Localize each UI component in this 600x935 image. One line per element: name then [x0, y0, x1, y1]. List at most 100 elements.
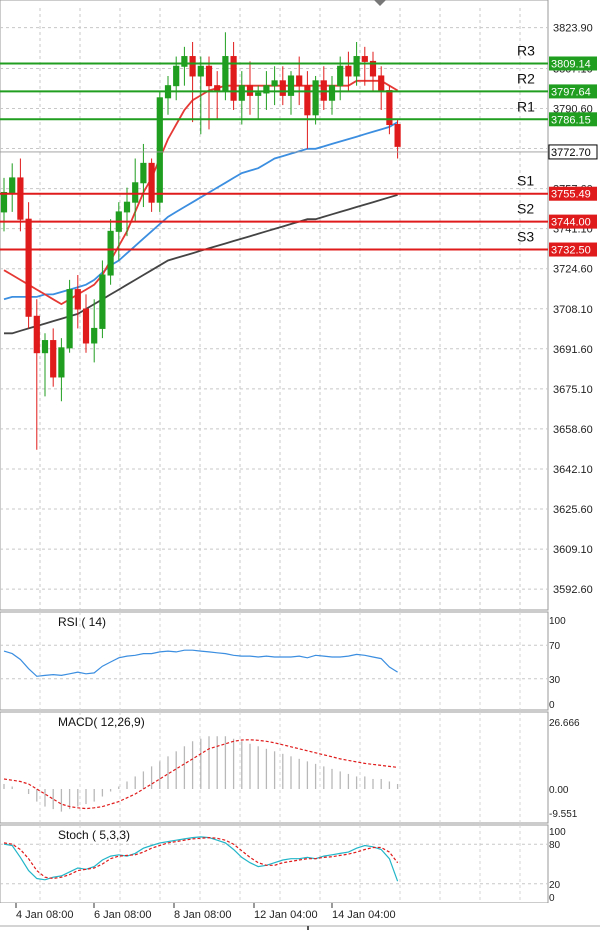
price-tick-label: 3609.10 [553, 544, 593, 556]
candle-body [214, 85, 221, 92]
stoch-tick-label: 20 [549, 880, 561, 891]
pivot-price-label-r3: 3809.14 [551, 58, 591, 70]
price-panel: 3823.903807.103790.603774.103757.603741.… [0, 0, 598, 611]
candle-body [353, 56, 360, 77]
candle-body [9, 177, 16, 193]
rsi-panel: RSI ( 14) 100 70 30 0 [0, 611, 566, 711]
candle-body [33, 315, 40, 354]
stoch-signal-line [3, 836, 399, 880]
candle-body [0, 191, 8, 213]
pivot-price-label-r1: 3786.15 [551, 114, 591, 126]
pivot-price-tag-r2 [549, 84, 597, 99]
candle-body [82, 308, 90, 344]
candle-body [181, 56, 188, 67]
pivot-name-r2: R2 [517, 70, 535, 86]
time-tick-label: 12 Jan 04:00 [254, 909, 318, 921]
macd-signal-line [3, 739, 398, 810]
candle-body [263, 85, 270, 94]
pivot-name-s1: S1 [517, 173, 534, 189]
candle-body [296, 75, 303, 87]
pivot-name-r1: R1 [517, 98, 535, 114]
rsi-tick-label: 30 [549, 675, 561, 686]
candle-body [41, 340, 49, 354]
price-tick-label: 3675.10 [553, 384, 593, 396]
candle-body [25, 218, 32, 317]
candle-body [66, 289, 73, 349]
candle-body [173, 65, 180, 87]
stoch-plot-area [0, 824, 549, 904]
pivot-name-r3: R3 [517, 42, 535, 58]
pivot-price-label-s3: 3732.50 [551, 245, 591, 257]
candle-body [312, 80, 319, 116]
pivot-price-label-r2: 3797.64 [551, 86, 591, 98]
pivot-price-label-s1: 3755.49 [551, 189, 591, 201]
macd-tick-label: 26.666 [549, 718, 580, 729]
candle-body [230, 56, 237, 101]
candle-body [17, 177, 24, 220]
pivot-price-tag-s2 [549, 214, 597, 229]
price-tick-label: 3592.60 [553, 584, 593, 596]
candle-body [255, 92, 262, 96]
price-tick-label: 3625.60 [553, 504, 593, 516]
rsi-title: RSI ( 14) [58, 615, 106, 629]
time-tick-label: 8 Jan 08:00 [174, 909, 232, 921]
candle-body [107, 230, 114, 276]
stoch-title: Stoch ( 5,3,3) [58, 828, 130, 842]
candle-body [287, 75, 295, 96]
stoch-tick-label: 100 [549, 827, 566, 838]
pivot-price-tag-r1 [549, 112, 597, 127]
stoch-tick-label: 80 [549, 840, 561, 851]
candle-body [205, 65, 213, 87]
candle-body [58, 347, 65, 378]
price-tick-label: 3724.60 [553, 264, 593, 276]
price-tick-label: 3658.60 [553, 424, 593, 436]
macd-tick-label: -9.551 [549, 809, 578, 820]
pivot-price-tag-s1 [549, 186, 597, 201]
price-tick-label: 3642.10 [553, 464, 593, 476]
rsi-line [3, 649, 398, 677]
rsi-tick-label: 100 [549, 616, 566, 627]
candle-body [74, 289, 81, 310]
candle-body [394, 124, 401, 147]
stoch-main-line [3, 836, 399, 882]
candle-body [361, 56, 368, 62]
candle-body [99, 274, 106, 329]
pivot-name-s2: S2 [517, 201, 534, 217]
candle-body [50, 340, 57, 378]
pivot-name-s3: S3 [517, 229, 534, 245]
rsi-tick-label: 0 [549, 700, 555, 711]
rsi-plot-area [0, 611, 549, 711]
candle-body [345, 65, 352, 77]
candle-body [132, 182, 139, 203]
macd-tick-label: 0.00 [549, 785, 569, 796]
candle-body [279, 80, 286, 96]
rsi-tick-label: 70 [549, 641, 561, 652]
time-axis: 4 Jan 08:00 6 Jan 08:00 8 Jan 08:00 12 Jan … [0, 903, 600, 930]
time-tick-label: 4 Jan 08:00 [16, 909, 74, 921]
candle-body [337, 65, 344, 87]
candle-body [378, 75, 385, 92]
price-tick-label: 3691.60 [553, 344, 593, 356]
candle-body [140, 162, 147, 184]
pivot-price-tag-r3 [549, 56, 597, 71]
stoch-panel: Stoch ( 5,3,3) 100 80 20 0 [0, 824, 566, 904]
candle-body [369, 60, 377, 77]
candle-body [238, 85, 245, 101]
pivot-price-tag-s3 [549, 242, 597, 257]
candle-body [197, 65, 204, 77]
candle-body [189, 56, 196, 77]
macd-panel: MACD( 12,26,9) 26.666 0.00 -9.551 [0, 711, 580, 824]
candle-body [222, 56, 229, 92]
current-price-label: 3772.70 [551, 147, 591, 159]
price-tick-label: 3708.10 [553, 304, 593, 316]
price-tick-label: 3823.90 [553, 23, 593, 35]
candle-body [271, 80, 278, 87]
chart-shift-marker [374, 0, 386, 6]
current-price-tag [548, 144, 598, 160]
candle-body [304, 85, 311, 116]
time-tick-label: 14 Jan 04:00 [332, 909, 396, 921]
macd-title: MACD( 12,26,9) [58, 715, 145, 729]
candle-body [328, 85, 336, 101]
